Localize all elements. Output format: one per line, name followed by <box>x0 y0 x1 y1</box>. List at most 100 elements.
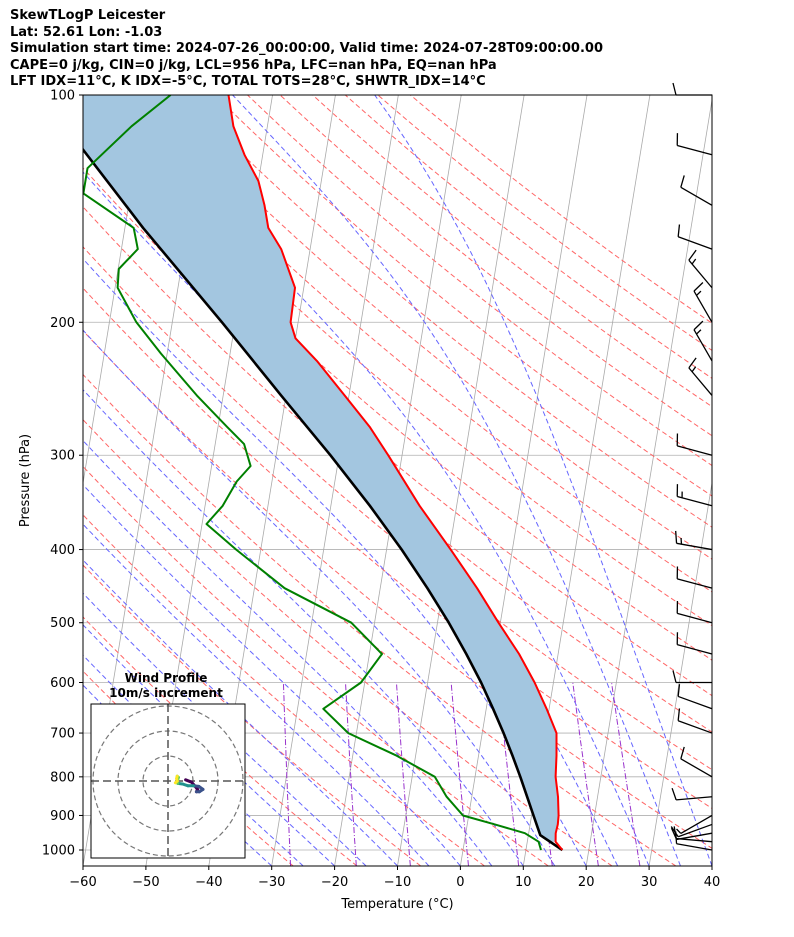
temperature-line <box>227 95 564 851</box>
wind-barb <box>675 530 713 551</box>
dry-adiabat <box>83 514 485 866</box>
location-coordinates: Lat: 52.61 Lon: -1.03 <box>10 24 163 40</box>
simulation-times: Simulation start time: 2024-07-26_00:00:… <box>10 41 603 56</box>
mixing-ratio-line <box>396 682 411 866</box>
x-tick-label: −60 <box>69 875 96 890</box>
moist-adiabat <box>83 329 556 866</box>
hodograph-subtitle: 10m/s increment <box>109 686 223 700</box>
wind-barb <box>680 175 713 206</box>
y-tick-label: 1000 <box>42 844 75 859</box>
dry-adiabat <box>83 616 358 866</box>
isotherm <box>83 95 85 103</box>
dry-adiabat <box>83 465 549 866</box>
y-tick-label: 800 <box>50 770 75 785</box>
x-tick-label: 10 <box>515 875 532 890</box>
wind-barb <box>688 249 713 289</box>
dry-adiabat <box>182 95 712 528</box>
y-tick-label: 500 <box>50 616 75 631</box>
x-tick-label: −20 <box>321 875 348 890</box>
dewpoint-line <box>83 95 542 851</box>
hodograph-frame <box>90 703 246 859</box>
cin-shaded-area <box>83 95 559 842</box>
mixing-ratio-line <box>450 682 469 866</box>
mixing-ratio-line <box>345 682 357 866</box>
x-tick-label: −30 <box>258 875 285 890</box>
dry-adiabat <box>214 95 712 497</box>
dry-adiabat <box>83 246 712 771</box>
dry-adiabat <box>344 95 712 379</box>
convective-parameters: CAPE=0 j/kg, CIN=0 j/kg, LCL=956 hPa, LF… <box>10 57 497 73</box>
y-axis-label: Pressure (hPa) <box>18 434 33 527</box>
x-tick-label: −40 <box>195 875 222 890</box>
dry-adiabat <box>83 564 422 866</box>
wind-barb <box>676 433 713 456</box>
hodograph-segment <box>173 779 179 785</box>
wind-barb <box>677 684 713 710</box>
wind-barb <box>677 224 713 250</box>
y-tick-label: 900 <box>50 809 75 824</box>
x-axis-label: Temperature (°C) <box>340 897 453 912</box>
moist-adiabat <box>83 171 619 866</box>
mixing-ratio-line <box>282 682 292 866</box>
dry-adiabat <box>83 206 712 733</box>
y-tick-label: 700 <box>50 727 75 742</box>
wind-barb <box>670 827 713 841</box>
x-tick-label: 20 <box>578 875 595 890</box>
wind-barb <box>688 357 713 396</box>
dry-adiabat <box>410 95 712 324</box>
moist-adiabat <box>83 389 524 866</box>
isotherm <box>711 863 712 866</box>
wind-barb <box>676 566 713 589</box>
wind-barb <box>676 814 713 835</box>
wind-barb <box>670 823 713 838</box>
x-tick-label: 30 <box>641 875 658 890</box>
dry-adiabat <box>149 95 712 560</box>
isotherm <box>775 95 794 866</box>
isotherm <box>648 480 712 866</box>
mixing-ratio-line <box>611 682 641 866</box>
profile-lines <box>83 95 564 852</box>
y-tick-label: 300 <box>50 449 75 464</box>
y-tick-label: 200 <box>50 316 75 331</box>
wind-barb <box>671 787 713 801</box>
moist-adiabat <box>374 95 712 866</box>
isotherm <box>271 95 399 866</box>
wind-barb <box>693 320 713 362</box>
moist-adiabat <box>83 523 430 866</box>
moist-adiabat <box>83 439 493 866</box>
parcel-profile-line <box>83 147 564 852</box>
dry-adiabat <box>83 329 712 849</box>
wind-barb <box>676 601 713 624</box>
moist-adiabat <box>232 95 681 866</box>
x-tick-label: 40 <box>704 875 721 890</box>
wind-barb <box>693 282 713 323</box>
moist-adiabat <box>83 258 587 866</box>
x-tick-label: −10 <box>384 875 411 890</box>
y-tick-label: 400 <box>50 543 75 558</box>
dry-adiabat <box>247 95 712 467</box>
isotherm <box>585 97 712 866</box>
dry-adiabat <box>116 95 712 593</box>
x-tick-label: 0 <box>456 875 464 890</box>
wind-barb <box>676 632 713 655</box>
chart-title: SkewTLogP Leicester <box>10 8 166 23</box>
hodograph-title: Wind Profile <box>125 671 208 685</box>
wind-barbs <box>670 82 713 851</box>
dry-adiabat <box>377 95 712 351</box>
dry-adiabat <box>83 373 677 866</box>
y-tick-label: 100 <box>50 89 75 104</box>
mixing-ratio-line <box>572 682 599 866</box>
dry-adiabat <box>83 419 613 866</box>
moist-adiabat <box>83 484 461 866</box>
stability-indices: LFT IDX=11°C, K IDX=-5°C, TOTAL TOTS=28°… <box>10 74 486 89</box>
moist-adiabat <box>109 95 650 866</box>
wind-barb <box>672 82 712 96</box>
isotherm <box>460 95 588 866</box>
x-axis: −60 −50 −40 −30 −20 −10 0 10 20 30 40 Temperature (… <box>69 866 720 912</box>
moist-adiabat <box>83 559 398 866</box>
background-lines <box>83 95 794 866</box>
y-tick-label: 600 <box>50 676 75 691</box>
y-axis: 100 200 300 400 500 600 700 800 900 1000 Pressure … <box>18 89 83 859</box>
wind-barb <box>672 670 712 684</box>
